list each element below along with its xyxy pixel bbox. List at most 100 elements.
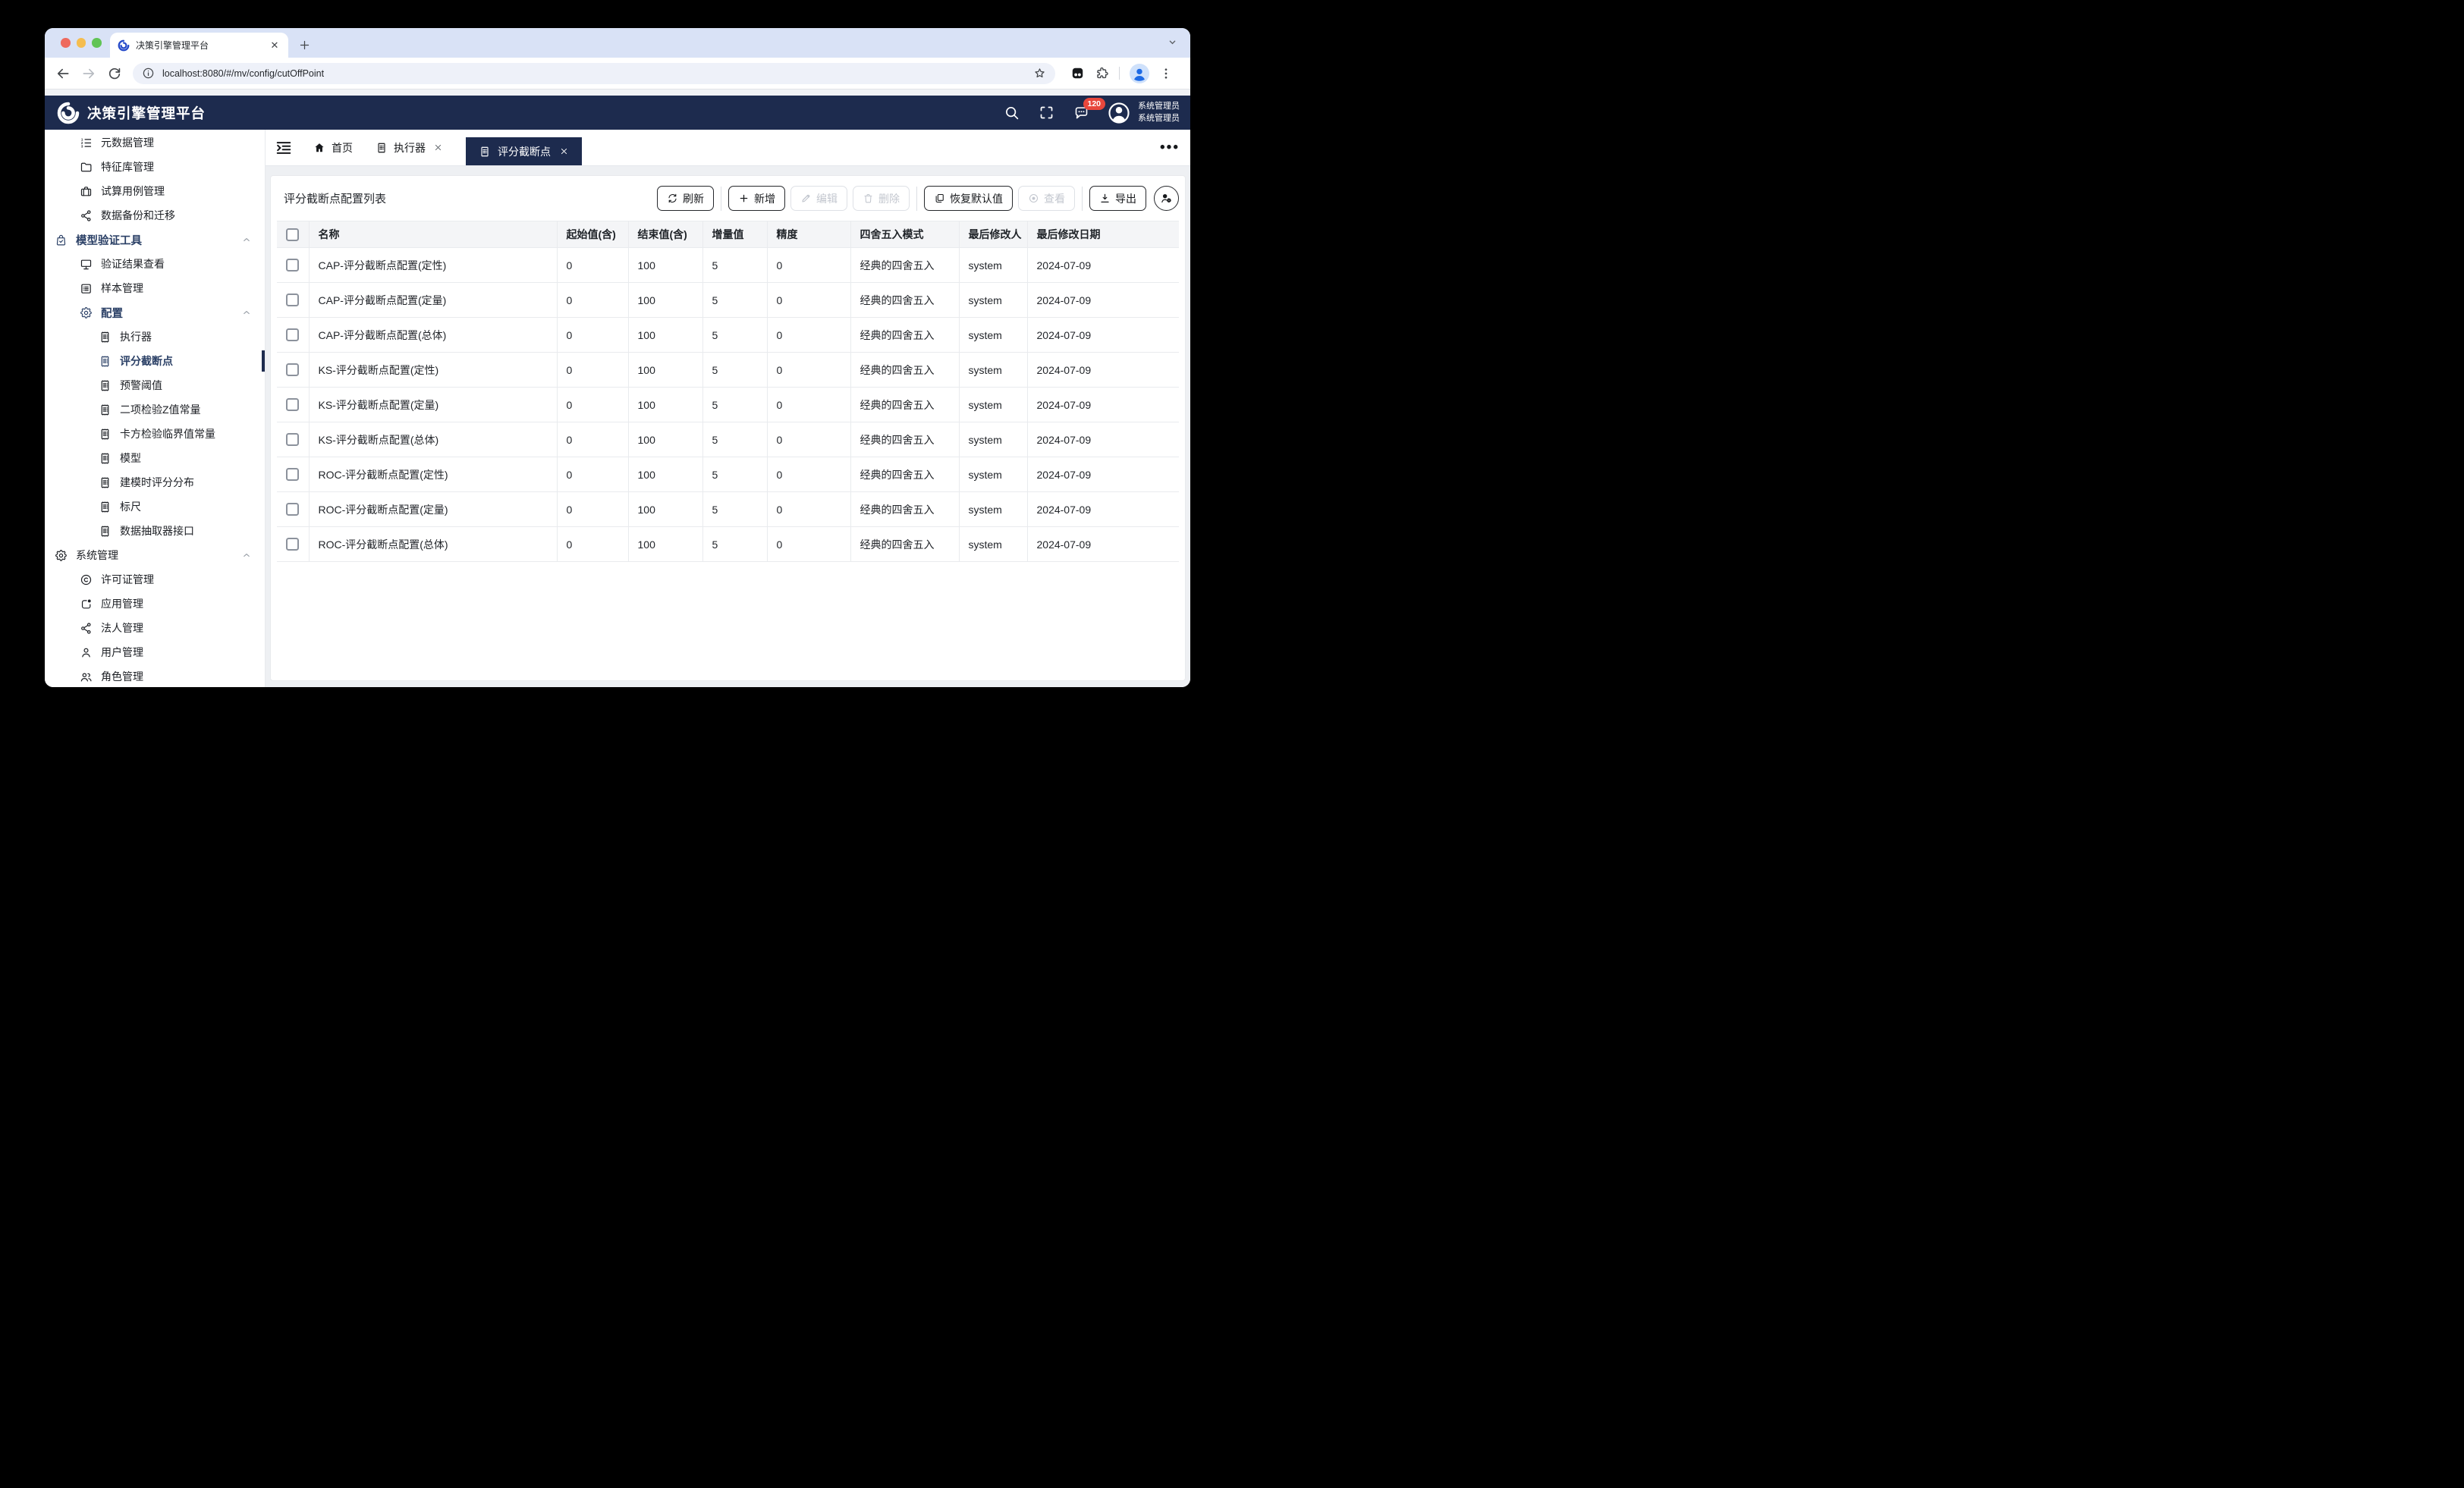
sidebar-item-application-management[interactable]: 应用管理 bbox=[45, 592, 265, 616]
sidebar-item-warning-threshold[interactable]: 预警阈值 bbox=[45, 373, 265, 397]
forward-icon[interactable] bbox=[81, 66, 96, 81]
cell-increment: 5 bbox=[702, 491, 768, 527]
minimize-window-button[interactable] bbox=[76, 38, 86, 48]
table-row[interactable]: KS-评分截断点配置(定量) 0 100 5 0 经典的四舍五入 system 2024-07… bbox=[277, 387, 1179, 422]
sidebar-item-metadata-management[interactable]: 1 2 3 元数据管理 bbox=[45, 130, 265, 155]
close-icon[interactable] bbox=[559, 146, 569, 156]
chevron-up-icon[interactable] bbox=[241, 550, 252, 560]
table-row[interactable]: KS-评分截断点配置(定性) 0 100 5 0 经典的四舍五入 system 2024-07… bbox=[277, 352, 1179, 388]
table-row[interactable]: ROC-评分截断点配置(定量) 0 100 5 0 经典的四舍五入 system 2024-0… bbox=[277, 491, 1179, 527]
sidebar-item-binomial-z-constant[interactable]: 二项检验Z值常量 bbox=[45, 397, 265, 422]
new-tab-button[interactable] bbox=[294, 35, 314, 55]
row-checkbox[interactable] bbox=[286, 468, 300, 482]
url-bar[interactable]: localhost:8080/#/mv/config/cutOffPoint bbox=[133, 62, 1055, 84]
row-checkbox[interactable] bbox=[286, 363, 300, 377]
tab-search-chevron-icon[interactable] bbox=[1167, 36, 1178, 52]
sidebar-item-score-cutoff-point[interactable]: 评分截断点 bbox=[45, 349, 265, 373]
sidebar-item-model[interactable]: 模型 bbox=[45, 446, 265, 470]
extension-dark-icon[interactable] bbox=[1070, 66, 1085, 80]
toolbar-divider bbox=[1082, 186, 1083, 211]
table-row[interactable]: CAP-评分截断点配置(定性) 0 100 5 0 经典的四舍五入 system 2024-0… bbox=[277, 247, 1179, 283]
messages-icon[interactable]: 120 bbox=[1073, 98, 1105, 121]
search-icon[interactable] bbox=[1004, 105, 1020, 121]
content: 评分截断点配置列表 刷新 新增 编辑 删除 恢复默认值 查看 导出 名称 起始值(含) 结束值 bbox=[266, 166, 1190, 687]
zoom-window-button[interactable] bbox=[92, 38, 102, 48]
extensions-puzzle-icon[interactable] bbox=[1095, 66, 1109, 80]
sidebar-item-data-backup-migration[interactable]: 数据备份和迁移 bbox=[45, 203, 265, 228]
toolbar-divider bbox=[916, 186, 917, 211]
user-box[interactable]: 系统管理员 系统管理员 bbox=[1107, 101, 1180, 125]
sidebar-item-chi-square-critical-constant[interactable]: 卡方检验临界值常量 bbox=[45, 422, 265, 446]
site-info-icon[interactable] bbox=[142, 67, 155, 80]
tab-score-cutoff-point[interactable]: 评分截断点 bbox=[466, 137, 582, 165]
cell-modified_by: system bbox=[959, 387, 1028, 422]
cell-modified_date: 2024-07-09 bbox=[1027, 387, 1179, 422]
tab-executor[interactable]: 执行器 bbox=[376, 130, 443, 165]
row-checkbox[interactable] bbox=[286, 538, 300, 551]
chevron-up-icon[interactable] bbox=[241, 234, 252, 245]
refresh-button[interactable]: 刷新 bbox=[657, 186, 714, 211]
sidebar-item-model-validation-tools[interactable]: 模型验证工具 bbox=[45, 228, 265, 252]
cell-name: CAP-评分截断点配置(定量) bbox=[309, 282, 558, 318]
cell-end: 100 bbox=[628, 282, 703, 318]
row-checkbox[interactable] bbox=[286, 503, 300, 516]
row-checkbox[interactable] bbox=[286, 294, 300, 307]
sidebar-item-legal-entity-management[interactable]: 法人管理 bbox=[45, 616, 265, 640]
fullscreen-icon[interactable] bbox=[1039, 105, 1054, 121]
receipt-icon bbox=[99, 403, 112, 416]
browser-profile-avatar[interactable] bbox=[1130, 63, 1149, 83]
tab-close-icon[interactable]: ✕ bbox=[270, 39, 279, 51]
sidebar-item-system-management[interactable]: 系统管理 bbox=[45, 543, 265, 567]
select-all-checkbox[interactable] bbox=[286, 228, 300, 241]
sidebar-item-feature-library-management[interactable]: 特征库管理 bbox=[45, 155, 265, 179]
bookmark-star-icon[interactable] bbox=[1033, 67, 1046, 80]
sidebar-item-sample-management[interactable]: 样本管理 bbox=[45, 276, 265, 300]
sidebar-item-executor[interactable]: 执行器 bbox=[45, 325, 265, 349]
cell-mode: 经典的四舍五入 bbox=[850, 422, 960, 457]
sidebar-item-user-management[interactable]: 用户管理 bbox=[45, 640, 265, 664]
sidebar-item-data-extractor-interface[interactable]: 数据抽取器接口 bbox=[45, 519, 265, 543]
back-icon[interactable] bbox=[55, 66, 71, 81]
export-button[interactable]: 导出 bbox=[1089, 186, 1146, 211]
screen: 决策引擎管理平台 ✕ bbox=[0, 0, 1232, 744]
sidebar-item-ruler[interactable]: 标尺 bbox=[45, 494, 265, 519]
receipt-icon bbox=[99, 428, 112, 441]
app: 决策引擎管理平台 120 bbox=[45, 96, 1190, 687]
edit-button[interactable]: 编辑 bbox=[790, 186, 847, 211]
sidebar-item-configuration[interactable]: 配置 bbox=[45, 300, 265, 325]
sidebar-item-validation-result-view[interactable]: 验证结果查看 bbox=[45, 252, 265, 276]
restore-defaults-button[interactable]: 恢复默认值 bbox=[924, 186, 1013, 211]
table-row[interactable]: ROC-评分截断点配置(定性) 0 100 5 0 经典的四舍五入 system 2024-0… bbox=[277, 457, 1179, 492]
table-row[interactable]: CAP-评分截断点配置(总体) 0 100 5 0 经典的四舍五入 system 2024-0… bbox=[277, 317, 1179, 353]
view-button[interactable]: 查看 bbox=[1018, 186, 1075, 211]
add-button[interactable]: 新增 bbox=[728, 186, 785, 211]
column-settings-button[interactable] bbox=[1154, 186, 1179, 211]
table-row[interactable]: KS-评分截断点配置(总体) 0 100 5 0 经典的四舍五入 system 2024-07… bbox=[277, 422, 1179, 457]
table-row[interactable]: ROC-评分截断点配置(总体) 0 100 5 0 经典的四舍五入 system 2024-0… bbox=[277, 526, 1179, 562]
main-area: 首页 执行器 评分截断点 ••• 评分截断点配置列表 刷新 新增 编辑 删除 恢复默认值 查看… bbox=[266, 130, 1190, 687]
table-row[interactable]: CAP-评分截断点配置(定量) 0 100 5 0 经典的四舍五入 system 2024-0… bbox=[277, 282, 1179, 318]
row-checkbox[interactable] bbox=[286, 259, 300, 272]
delete-button[interactable]: 删除 bbox=[853, 186, 910, 211]
row-checkbox[interactable] bbox=[286, 398, 300, 412]
chevron-up-icon[interactable] bbox=[241, 307, 252, 318]
browser-menu-kebab-icon[interactable] bbox=[1159, 67, 1173, 80]
reload-icon[interactable] bbox=[107, 66, 122, 81]
tab-home[interactable]: 首页 bbox=[313, 130, 353, 165]
cell-end: 100 bbox=[628, 387, 703, 422]
row-checkbox[interactable] bbox=[286, 433, 300, 447]
toolbar: 刷新 新增 编辑 删除 恢复默认值 查看 导出 bbox=[657, 186, 1179, 211]
close-icon[interactable] bbox=[433, 143, 443, 152]
svg-text:1: 1 bbox=[81, 137, 83, 141]
sidebar-item-trial-case-management[interactable]: 试算用例管理 bbox=[45, 179, 265, 203]
row-checkbox[interactable] bbox=[286, 328, 300, 342]
column-header: 最后修改日期 bbox=[1027, 221, 1179, 248]
browser-tab[interactable]: 决策引擎管理平台 ✕ bbox=[110, 33, 288, 58]
sidebar-item-license-management[interactable]: 许可证管理 bbox=[45, 567, 265, 592]
close-window-button[interactable] bbox=[61, 38, 71, 48]
more-tabs-icon[interactable]: ••• bbox=[1160, 139, 1180, 155]
collapse-sidebar-icon[interactable] bbox=[275, 140, 292, 156]
sidebar-item-role-management[interactable]: 角色管理 bbox=[45, 664, 265, 687]
sidebar-item-modeling-score-distribution[interactable]: 建模时评分分布 bbox=[45, 470, 265, 494]
cell-start: 0 bbox=[557, 457, 629, 492]
